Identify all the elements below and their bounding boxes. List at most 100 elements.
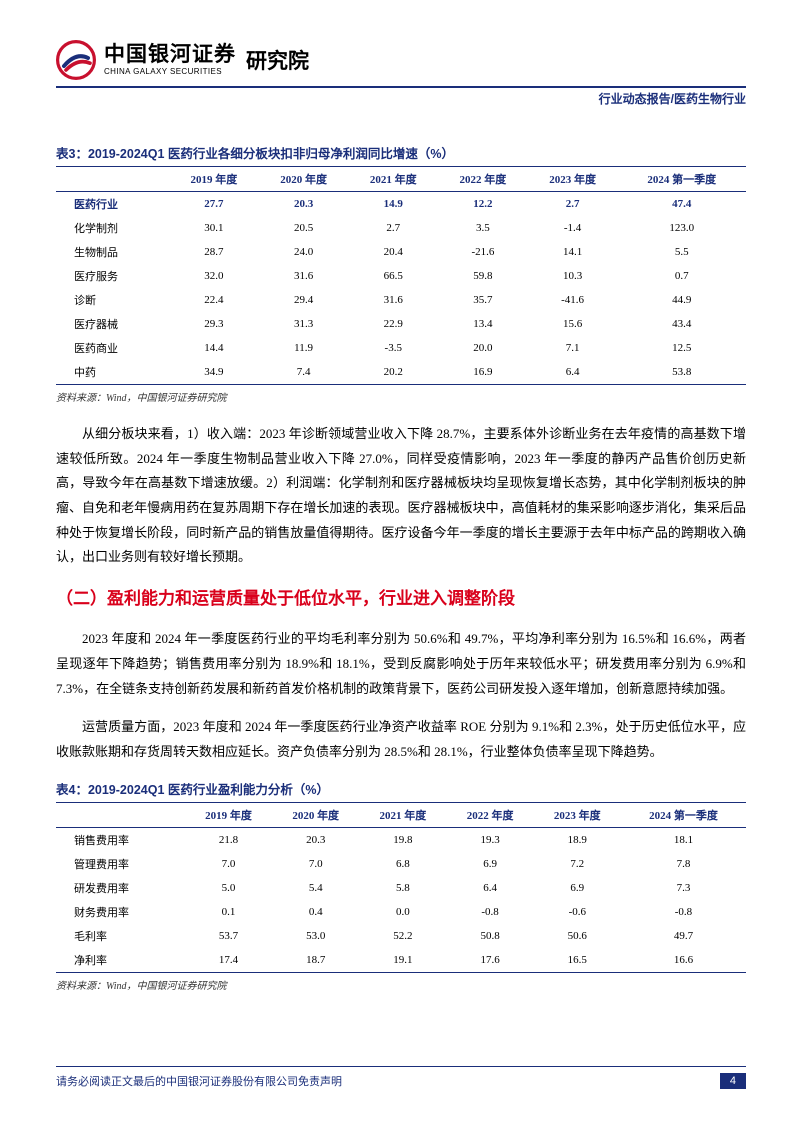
table-row: 医疗服务32.031.666.559.810.30.7 <box>56 264 746 288</box>
table-cell: 2.7 <box>528 192 618 217</box>
table-cell: 6.4 <box>528 360 618 385</box>
section-heading: （二）盈利能力和运营质量处于低位水平，行业进入调整阶段 <box>56 584 746 609</box>
table-cell: 7.2 <box>534 852 621 876</box>
table-cell: 34.9 <box>169 360 259 385</box>
table-cell: 21.8 <box>185 827 272 852</box>
table-cell: 5.0 <box>185 876 272 900</box>
table-cell: 15.6 <box>528 312 618 336</box>
galaxy-logo-icon <box>56 40 96 80</box>
table-cell: 5.5 <box>617 240 746 264</box>
table-cell: 28.7 <box>169 240 259 264</box>
table-cell: 52.2 <box>359 924 446 948</box>
table-cell: 3.5 <box>438 216 528 240</box>
table-cell: 17.4 <box>185 948 272 973</box>
table-cell: 53.8 <box>617 360 746 385</box>
table-cell: 20.3 <box>272 827 359 852</box>
table-cell: 7.1 <box>528 336 618 360</box>
table-cell: 管理费用率 <box>56 852 185 876</box>
table-row: 医药商业14.411.9-3.520.07.112.5 <box>56 336 746 360</box>
table-cell: -0.8 <box>621 900 746 924</box>
table4-col-1: 2019 年度 <box>185 802 272 827</box>
table-cell: -21.6 <box>438 240 528 264</box>
table-cell: 16.5 <box>534 948 621 973</box>
table-cell: 7.4 <box>259 360 349 385</box>
table-row: 医药行业27.720.314.912.22.747.4 <box>56 192 746 217</box>
table-cell: 14.9 <box>348 192 438 217</box>
table-cell: 22.9 <box>348 312 438 336</box>
table4-col-3: 2021 年度 <box>359 802 446 827</box>
table-cell: 7.8 <box>621 852 746 876</box>
table-cell: 53.0 <box>272 924 359 948</box>
table3-col-4: 2022 年度 <box>438 167 528 192</box>
table3-col-5: 2023 年度 <box>528 167 618 192</box>
table-cell: 5.4 <box>272 876 359 900</box>
table-cell: 29.3 <box>169 312 259 336</box>
table-cell: 诊断 <box>56 288 169 312</box>
table-cell: 31.3 <box>259 312 349 336</box>
table-cell: 24.0 <box>259 240 349 264</box>
table-cell: 6.9 <box>534 876 621 900</box>
org-name-cn: 中国银河证券 <box>104 44 236 66</box>
table-row: 化学制剂30.120.52.73.5-1.4123.0 <box>56 216 746 240</box>
footer-divider <box>56 1066 746 1067</box>
table-row: 毛利率53.753.052.250.850.649.7 <box>56 924 746 948</box>
table-cell: 19.8 <box>359 827 446 852</box>
table-cell: 16.9 <box>438 360 528 385</box>
table-row: 管理费用率7.07.06.86.97.27.8 <box>56 852 746 876</box>
table4-col-5: 2023 年度 <box>534 802 621 827</box>
table4-col-6: 2024 第一季度 <box>621 802 746 827</box>
table-cell: 18.9 <box>534 827 621 852</box>
table-cell: 17.6 <box>447 948 534 973</box>
table-cell: 31.6 <box>259 264 349 288</box>
table3: 2019 年度 2020 年度 2021 年度 2022 年度 2023 年度 … <box>56 166 746 385</box>
table3-col-6: 2024 第一季度 <box>617 167 746 192</box>
table-cell: -3.5 <box>348 336 438 360</box>
table-row: 医疗器械29.331.322.913.415.643.4 <box>56 312 746 336</box>
table-cell: 18.1 <box>621 827 746 852</box>
table-cell: -41.6 <box>528 288 618 312</box>
table-cell: 14.1 <box>528 240 618 264</box>
table-cell: 50.8 <box>447 924 534 948</box>
table-cell: 7.0 <box>185 852 272 876</box>
table-row: 研发费用率5.05.45.86.46.97.3 <box>56 876 746 900</box>
table-cell: 7.0 <box>272 852 359 876</box>
table-cell: 中药 <box>56 360 169 385</box>
footer-disclaimer: 请务必阅读正文最后的中国银河证券股份有限公司免责声明 <box>56 1073 342 1089</box>
table-cell: 12.5 <box>617 336 746 360</box>
table-cell: 20.0 <box>438 336 528 360</box>
table-cell: 16.6 <box>621 948 746 973</box>
table-cell: 医疗服务 <box>56 264 169 288</box>
table-cell: 47.4 <box>617 192 746 217</box>
table-cell: -0.6 <box>534 900 621 924</box>
table-cell: 44.9 <box>617 288 746 312</box>
table-cell: 净利率 <box>56 948 185 973</box>
table3-col-1: 2019 年度 <box>169 167 259 192</box>
table-row: 财务费用率0.10.40.0-0.8-0.6-0.8 <box>56 900 746 924</box>
org-name-en: CHINA GALAXY SECURITIES <box>104 67 236 76</box>
table-cell: 20.4 <box>348 240 438 264</box>
table-cell: 医药商业 <box>56 336 169 360</box>
table-cell: -1.4 <box>528 216 618 240</box>
table-cell: 6.8 <box>359 852 446 876</box>
table-cell: 销售费用率 <box>56 827 185 852</box>
table-cell: 18.7 <box>272 948 359 973</box>
table-cell: -0.8 <box>447 900 534 924</box>
table-cell: 13.4 <box>438 312 528 336</box>
table-cell: 11.9 <box>259 336 349 360</box>
table-cell: 123.0 <box>617 216 746 240</box>
table-cell: 30.1 <box>169 216 259 240</box>
table3-col-3: 2021 年度 <box>348 167 438 192</box>
table-cell: 20.5 <box>259 216 349 240</box>
table-cell: 10.3 <box>528 264 618 288</box>
table-cell: 6.9 <box>447 852 534 876</box>
table-cell: 20.3 <box>259 192 349 217</box>
table-cell: 0.0 <box>359 900 446 924</box>
table-cell: 0.4 <box>272 900 359 924</box>
table-row: 销售费用率21.820.319.819.318.918.1 <box>56 827 746 852</box>
table-cell: 53.7 <box>185 924 272 948</box>
table-cell: 医疗器械 <box>56 312 169 336</box>
table-cell: 2.7 <box>348 216 438 240</box>
table-cell: 12.2 <box>438 192 528 217</box>
page-footer: 请务必阅读正文最后的中国银河证券股份有限公司免责声明 4 <box>56 1066 746 1089</box>
page-number: 4 <box>720 1073 746 1089</box>
